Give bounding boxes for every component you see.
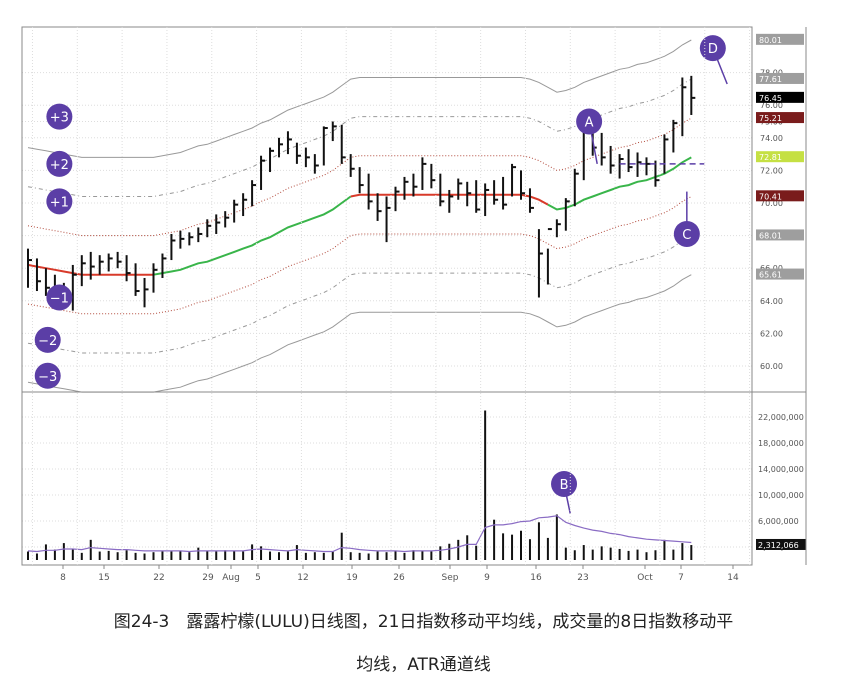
volume-ema8-line	[27, 515, 692, 553]
x-tick-label: 8	[60, 573, 66, 583]
price-tag-bg	[756, 112, 804, 124]
annotation-circle	[34, 326, 61, 353]
price-tag-bg	[756, 268, 804, 280]
price-tag-bg	[756, 229, 804, 241]
annotation-label: A	[585, 116, 594, 131]
ema21-line-green	[547, 156, 692, 211]
x-tick-label: Oct	[637, 573, 653, 583]
price-tag-label: 72.81	[759, 153, 782, 162]
price-tag-label: 68.01	[759, 231, 782, 240]
price-tag-label: 65.61	[759, 271, 782, 280]
annotation-circle	[576, 108, 603, 135]
x-tick-label: 26	[393, 573, 405, 583]
x-tick-label: 5	[255, 573, 261, 583]
lulu-daily-chart: 60.0062.0064.0066.0068.0070.0072.0074.00…	[21, 26, 807, 583]
x-tick-label: Aug	[222, 573, 240, 583]
x-tick-label: Sep	[442, 573, 459, 583]
x-tick-label: 19	[346, 573, 358, 583]
price-panel: 60.0062.0064.0066.0068.0070.0072.0074.00…	[22, 33, 804, 393]
x-tick-label: 14	[727, 573, 739, 583]
price-tick-label: 62.00	[760, 329, 783, 338]
price-tag-label: 75.21	[759, 114, 782, 123]
annotation-circle	[46, 103, 73, 130]
price-tick-label: 64.00	[760, 297, 783, 306]
volume-tick-label: 22,000,000	[758, 413, 804, 422]
volume-tag-label: 2,312,066	[758, 541, 799, 550]
x-tick-label: 23	[577, 573, 588, 583]
x-tick-label: 12	[297, 573, 308, 583]
figure-caption-line-1: 图24-3 露露柠檬(LULU)日线图，21日指数移动平均线，成交量的8日指数移…	[113, 612, 734, 632]
annotation-label: −2	[38, 334, 57, 349]
volume-tag-bg	[756, 538, 806, 550]
annotation-circle	[673, 220, 700, 247]
x-tick-label: 16	[530, 573, 542, 583]
price-tick-label: 76.00	[760, 101, 783, 110]
x-tick-label: 7	[678, 573, 684, 583]
price-tag-label: 76.45	[759, 94, 782, 103]
annotation-label: D	[708, 42, 718, 57]
annotation-label: C	[682, 228, 691, 243]
price-tag-bg	[756, 72, 804, 84]
figure-caption-line-2: 均线，ATR通道线	[356, 655, 491, 675]
price-tag-label: 80.01	[759, 36, 782, 45]
annotation-label: −1	[50, 292, 69, 307]
price-tag-bg	[756, 33, 804, 45]
price-tag-label: 77.61	[759, 75, 782, 84]
annotation-label: +2	[50, 158, 69, 173]
x-tick-label: 22	[153, 573, 164, 583]
price-tick-label: 72.00	[760, 166, 783, 175]
price-tag-bg	[756, 91, 804, 103]
annotation-circle	[46, 188, 73, 215]
annotation-circle	[46, 150, 73, 177]
volume-tick-label: 14,000,000	[758, 465, 804, 474]
x-tick-label: 9	[484, 573, 490, 583]
annotation-label: −3	[38, 370, 57, 385]
volume-tick-label: 10,000,000	[758, 491, 804, 500]
ema21-line-green	[153, 195, 352, 276]
atr-band-minus-1	[27, 196, 692, 315]
x-tick-label: 29	[202, 573, 214, 583]
x-tick-label: 15	[98, 573, 109, 583]
annotation-label: B	[560, 478, 569, 493]
price-tick-label: 74.00	[760, 134, 783, 143]
x-axis: 8 15 22 29 Aug 5 12 19 26 Sep 9 16 23 Oct 7 14	[60, 565, 739, 583]
atr-band-plus-1	[27, 117, 692, 237]
price-tag-bg	[756, 151, 804, 163]
price-tick-label: 60.00	[760, 362, 783, 371]
volume-tick-label: 18,000,000	[758, 439, 804, 448]
price-tag-label: 70.41	[759, 192, 782, 201]
atr-band-plus-3	[27, 39, 692, 158]
annotation-circle	[699, 35, 726, 62]
price-tag-bg	[756, 190, 804, 202]
annotation-label: +3	[50, 111, 69, 126]
volume-tick-label: 6,000,000	[758, 517, 799, 526]
price-tick-label: 70.00	[760, 199, 783, 208]
annotation-circle	[34, 362, 61, 389]
plot-frame	[21, 26, 753, 566]
annotation-label: +1	[50, 195, 69, 210]
annotation-circle	[46, 284, 73, 311]
volume-panel: 2,000,0006,000,00010,000,00014,000,00018…	[22, 410, 806, 560]
atr-band-minus-2	[27, 235, 692, 354]
